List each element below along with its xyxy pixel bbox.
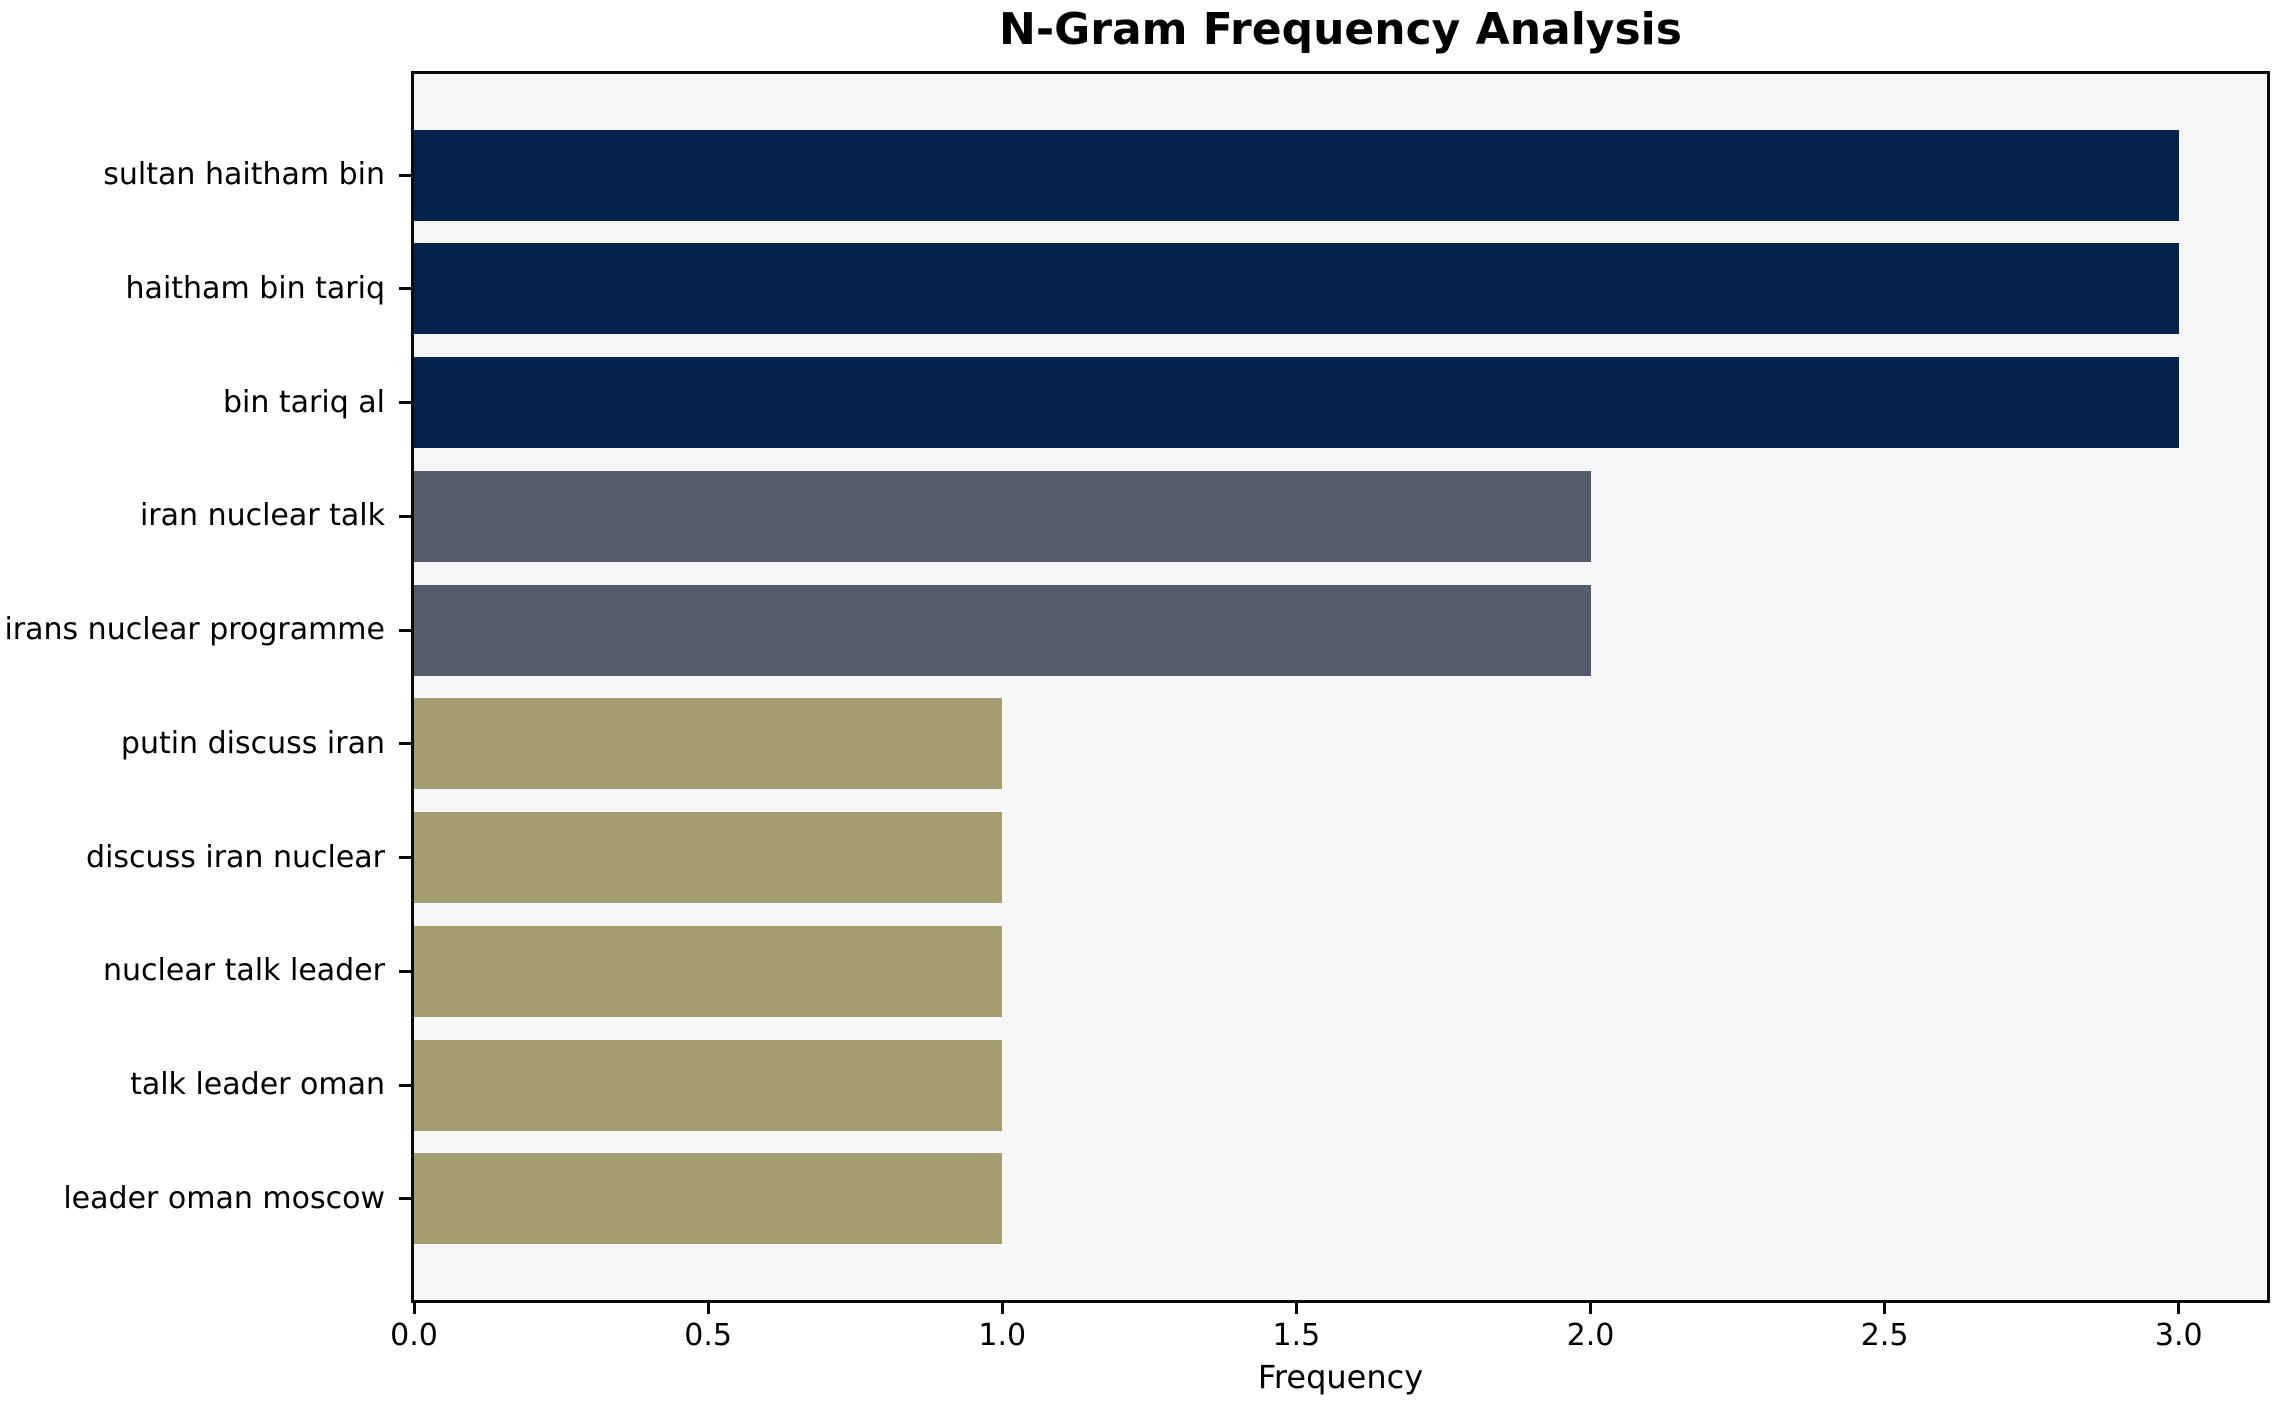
chart-title: N-Gram Frequency Analysis	[999, 4, 1682, 55]
x-tick-label: 2.5	[1860, 1318, 1909, 1353]
x-tick-label: 0.0	[390, 1318, 438, 1353]
y-tick-mark	[399, 287, 411, 291]
plot-area	[411, 71, 2270, 1303]
y-tick-label: talk leader oman	[130, 1067, 385, 1103]
x-tick-mark	[1294, 1303, 1298, 1314]
y-tick-label: putin discuss iran	[120, 725, 385, 761]
x-axis-label: Frequency	[1257, 1358, 1424, 1396]
x-tick-mark	[1883, 1303, 1887, 1314]
x-tick-mark	[1589, 1303, 1592, 1314]
bar-irans-nuclear-programme	[414, 584, 1591, 676]
x-tick-label: 2.0	[1566, 1318, 1615, 1353]
y-tick-mark	[399, 742, 411, 746]
y-tick-label: iran nuclear talk	[139, 498, 385, 534]
y-tick-label: haitham bin tariq	[125, 270, 385, 306]
bar-sultan-haitham-bin	[414, 129, 2179, 221]
bar-leader-oman-moscow	[414, 1153, 1003, 1245]
bar-bin-tariq-al	[414, 357, 2179, 449]
y-tick-label: irans nuclear programme	[4, 612, 385, 648]
y-tick-mark	[399, 401, 411, 405]
bar-nuclear-talk-leader	[414, 925, 1003, 1017]
x-tick-mark	[412, 1303, 416, 1314]
y-tick-mark	[399, 1197, 411, 1201]
x-tick-mark	[706, 1303, 710, 1314]
x-tick-mark	[2177, 1303, 2181, 1314]
x-tick-label: 1.5	[1272, 1318, 1321, 1353]
bar-putin-discuss-iran	[414, 698, 1003, 790]
y-tick-label: bin tariq al	[222, 384, 385, 420]
bar-haitham-bin-tariq	[414, 243, 2179, 335]
x-tick-label: 3.0	[2154, 1318, 2203, 1353]
x-tick-label: 0.5	[684, 1318, 732, 1353]
bar-talk-leader-oman	[414, 1039, 1003, 1131]
y-tick-label: discuss iran nuclear	[86, 839, 385, 875]
y-tick-mark	[399, 969, 411, 973]
y-tick-mark	[399, 1083, 411, 1087]
x-tick-label: 1.0	[978, 1318, 1027, 1353]
y-tick-mark	[399, 173, 411, 177]
y-tick-mark	[399, 856, 411, 860]
y-tick-label: sultan haitham bin	[103, 157, 385, 193]
x-tick-mark	[1000, 1303, 1004, 1314]
bar-iran-nuclear-talk	[414, 470, 1591, 562]
y-tick-label: leader oman moscow	[63, 1180, 385, 1216]
y-tick-label: nuclear talk leader	[103, 953, 385, 989]
bar-discuss-iran-nuclear	[414, 812, 1003, 904]
y-tick-mark	[399, 628, 411, 632]
y-tick-mark	[399, 514, 411, 518]
